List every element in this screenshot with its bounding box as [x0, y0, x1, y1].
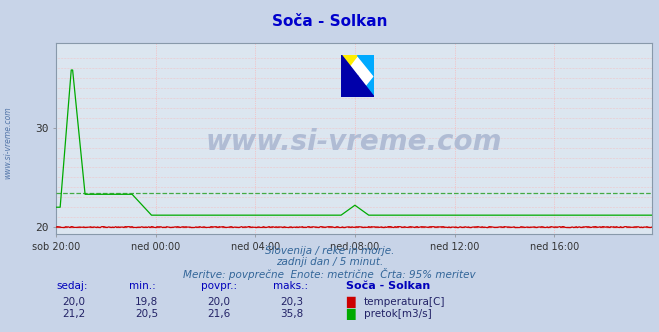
Text: www.si-vreme.com: www.si-vreme.com [3, 107, 13, 179]
Polygon shape [357, 55, 374, 76]
Text: 20,0: 20,0 [208, 297, 231, 307]
Polygon shape [341, 55, 357, 97]
Text: █: █ [346, 309, 355, 320]
Text: www.si-vreme.com: www.si-vreme.com [206, 128, 502, 156]
Text: maks.:: maks.: [273, 281, 308, 291]
Text: 21,2: 21,2 [63, 309, 86, 319]
Text: pretok[m3/s]: pretok[m3/s] [364, 309, 432, 319]
Polygon shape [341, 55, 374, 97]
Text: 19,8: 19,8 [135, 297, 158, 307]
Text: Soča - Solkan: Soča - Solkan [272, 14, 387, 29]
Text: sedaj:: sedaj: [56, 281, 88, 291]
Text: 20,3: 20,3 [280, 297, 303, 307]
Text: 20,0: 20,0 [63, 297, 86, 307]
Text: povpr.:: povpr.: [201, 281, 237, 291]
Text: 35,8: 35,8 [280, 309, 303, 319]
Text: Soča - Solkan: Soča - Solkan [346, 281, 430, 291]
Polygon shape [341, 76, 374, 97]
Polygon shape [341, 76, 357, 97]
Text: 21,6: 21,6 [208, 309, 231, 319]
Polygon shape [357, 76, 374, 97]
Text: Meritve: povprečne  Enote: metrične  Črta: 95% meritev: Meritve: povprečne Enote: metrične Črta:… [183, 268, 476, 280]
Text: min.:: min.: [129, 281, 156, 291]
Text: █: █ [346, 296, 355, 308]
Polygon shape [341, 55, 357, 76]
Text: temperatura[C]: temperatura[C] [364, 297, 445, 307]
Text: zadnji dan / 5 minut.: zadnji dan / 5 minut. [276, 257, 383, 267]
Text: 20,5: 20,5 [135, 309, 158, 319]
Text: Slovenija / reke in morje.: Slovenija / reke in morje. [265, 246, 394, 256]
